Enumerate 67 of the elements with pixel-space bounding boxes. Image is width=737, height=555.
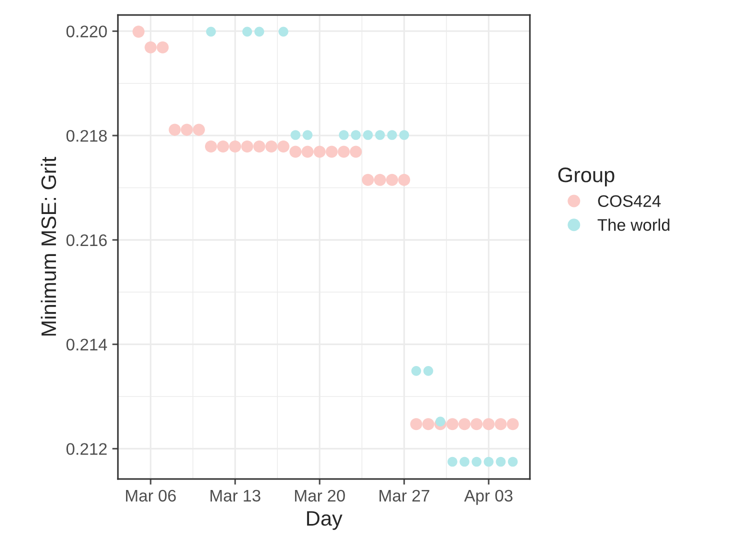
point: [386, 174, 398, 186]
point: [132, 26, 145, 38]
point: [265, 140, 278, 153]
point: [506, 418, 519, 430]
point: [326, 146, 338, 158]
point: [253, 140, 266, 153]
point: [144, 41, 157, 54]
point: [460, 456, 470, 467]
point: [204, 140, 217, 153]
x-tick-label: Mar 27: [380, 490, 430, 502]
point: [422, 418, 434, 430]
point: [192, 124, 205, 136]
legend-title: Group: [558, 168, 614, 186]
point: [302, 146, 314, 158]
point: [375, 130, 385, 140]
point: [290, 130, 300, 140]
x-tick-label: Mar 20: [295, 490, 345, 502]
legend-label: COS424: [598, 195, 661, 207]
point: [472, 456, 482, 467]
point: [399, 130, 410, 140]
point: [398, 174, 410, 186]
point: [338, 130, 349, 140]
point: [289, 146, 302, 158]
x-tick-label: Mar 13: [210, 490, 260, 502]
point: [446, 418, 458, 430]
point: [496, 456, 506, 467]
point: [458, 418, 471, 430]
point: [448, 456, 458, 467]
point: [254, 26, 264, 37]
point: [241, 140, 254, 153]
y-tick-label: 0.212: [66, 443, 107, 455]
point: [242, 26, 252, 37]
y-tick-label: 0.218: [66, 130, 107, 142]
point: [302, 130, 312, 140]
point: [180, 124, 193, 136]
point: [411, 366, 422, 376]
y-axis-title: Minimum MSE: Grit: [40, 156, 56, 336]
point: [362, 174, 374, 186]
point: [338, 146, 350, 158]
point: [350, 146, 362, 158]
legend-label: The world: [598, 218, 670, 231]
point: [206, 26, 216, 37]
point: [363, 130, 373, 140]
point: [350, 130, 361, 140]
point: [387, 130, 397, 140]
point: [484, 456, 494, 467]
point: [156, 41, 169, 54]
x-axis-title: Day: [307, 511, 342, 530]
x-tick-label: Apr 03: [464, 490, 512, 505]
y-tick-label: 0.214: [66, 338, 108, 351]
point: [482, 418, 495, 430]
point: [508, 456, 518, 467]
point: [217, 140, 230, 153]
point: [410, 418, 422, 430]
point: [423, 366, 434, 376]
x-tick-label: Mar 06: [126, 490, 176, 502]
point: [314, 146, 326, 158]
point: [374, 174, 386, 186]
point: [470, 418, 483, 430]
point: [494, 418, 507, 430]
point: [277, 140, 290, 153]
y-tick-label: 0.216: [66, 234, 107, 246]
point: [435, 416, 446, 426]
point: [229, 140, 242, 153]
point: [278, 26, 288, 37]
point: [168, 124, 181, 136]
y-tick-label: 0.220: [66, 26, 107, 38]
